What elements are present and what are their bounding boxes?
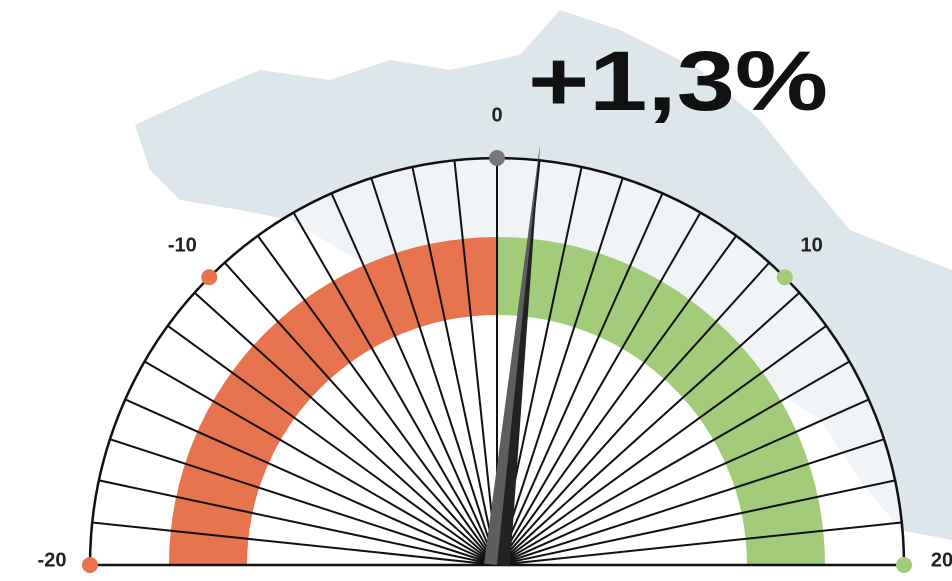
spoke <box>98 479 498 566</box>
spoke <box>144 360 498 566</box>
value-label: +1,3% <box>528 34 828 128</box>
band <box>169 237 497 565</box>
spoke <box>496 192 664 566</box>
spoke <box>167 324 498 566</box>
spoke <box>496 438 885 566</box>
spoke <box>496 261 771 566</box>
spoke <box>496 398 870 566</box>
spoke <box>193 291 498 566</box>
band <box>497 237 825 565</box>
tick-label: 20 <box>931 549 952 571</box>
spoke <box>370 177 498 566</box>
spoke <box>411 166 498 566</box>
tick-dot <box>201 269 218 286</box>
tick-label: -20 <box>38 549 67 571</box>
spoke <box>496 291 801 566</box>
spoke <box>496 360 850 566</box>
spoke <box>453 160 498 566</box>
tick-label: -10 <box>168 235 197 257</box>
spoke <box>223 261 498 566</box>
spoke <box>330 192 498 566</box>
tick-dot <box>776 269 793 286</box>
spoke <box>496 177 624 566</box>
needle-shade <box>484 145 541 565</box>
spoke <box>496 479 896 566</box>
spoke <box>496 521 902 566</box>
tick-dot <box>489 150 505 166</box>
spoke <box>92 521 498 566</box>
tick-dot <box>896 557 912 573</box>
spoke <box>124 398 498 566</box>
tick-label: 10 <box>801 235 823 257</box>
spoke <box>496 235 738 566</box>
spoke <box>496 324 827 566</box>
spoke <box>109 438 498 566</box>
spoke <box>292 212 498 566</box>
spoke <box>496 212 702 566</box>
tick-dot <box>82 557 98 573</box>
tick-label: 0 <box>491 104 502 126</box>
spoke <box>256 235 498 566</box>
